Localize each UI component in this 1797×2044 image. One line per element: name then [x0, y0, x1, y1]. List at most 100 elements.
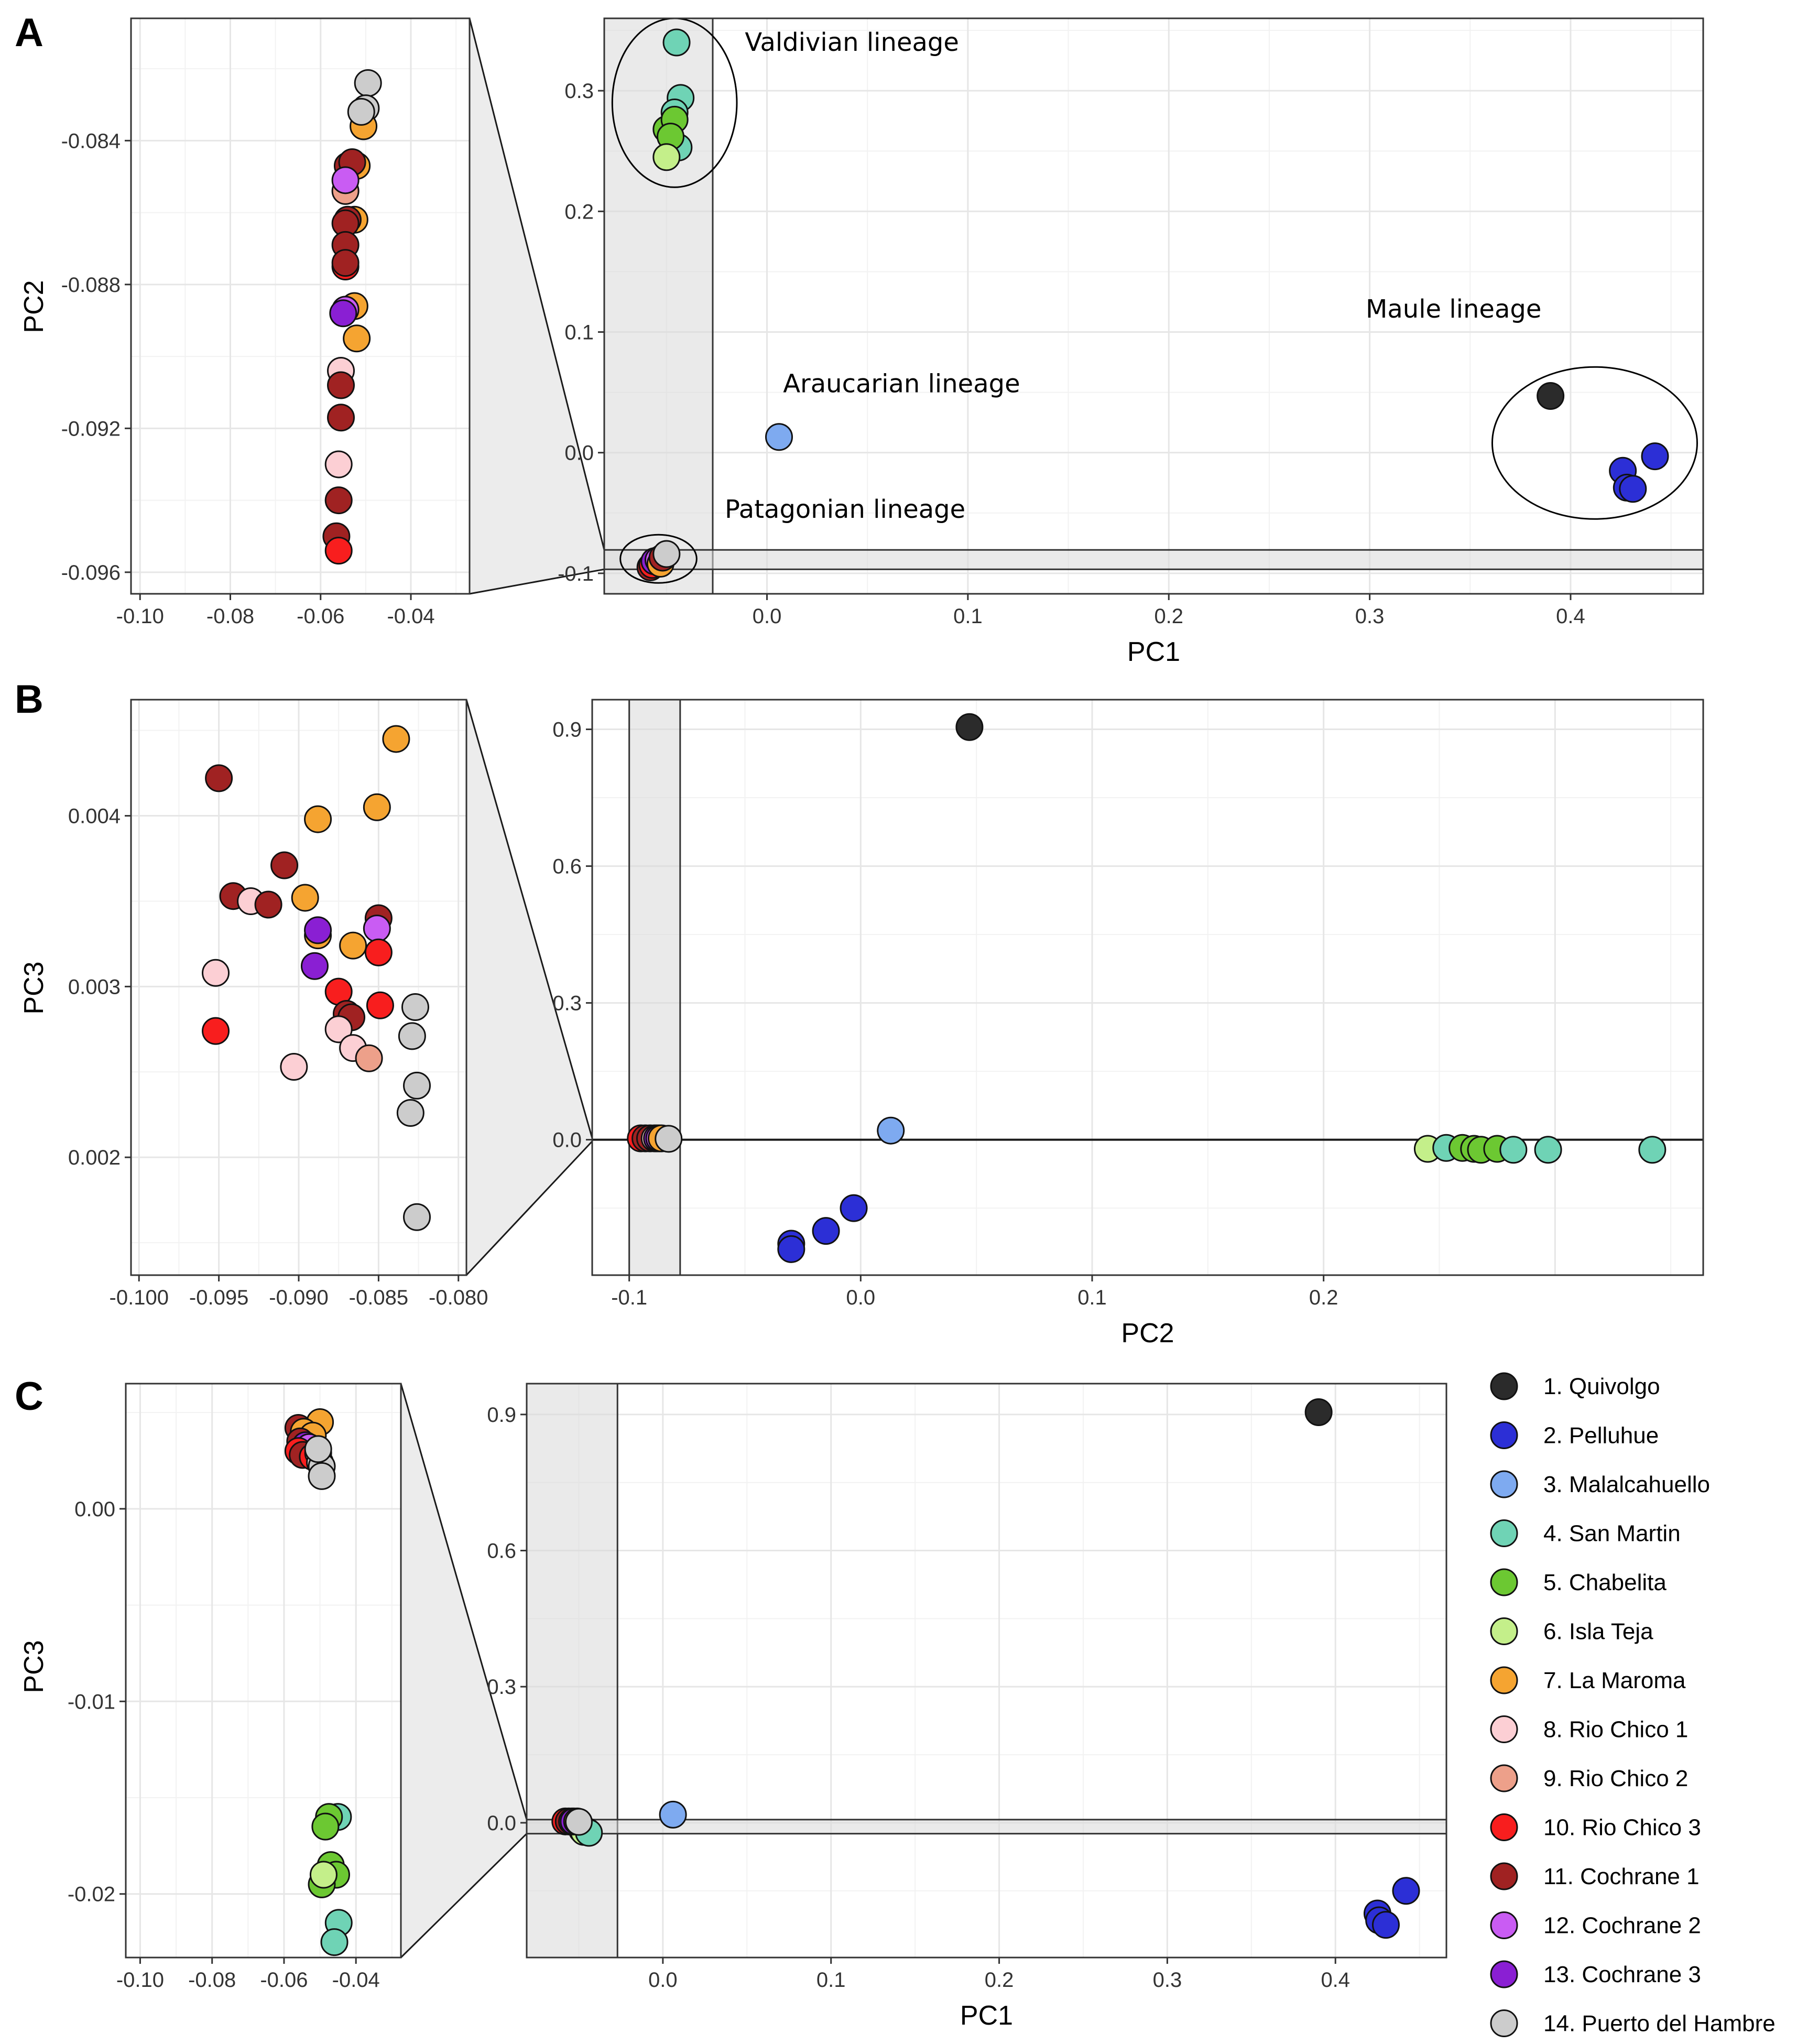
plot-border: [603, 17, 1704, 595]
data-point: [812, 1217, 840, 1245]
x-tick-label: 0.2: [1309, 1286, 1338, 1309]
data-point: [329, 299, 357, 328]
legend-swatch: [1490, 1813, 1518, 1841]
data-point: [304, 1435, 332, 1463]
data-point: [396, 1099, 424, 1127]
plot-panels: -0.10 -0.08 -0.06 -0.04 -0.096 -0.092 -0.088 -0…: [19, 17, 1704, 2031]
y-tick-label: 0.0: [564, 442, 594, 465]
legend-item: 6. Isla Teja: [1490, 1617, 1653, 1645]
panel-b-zoom: -0.100 -0.095 -0.090 -0.085 -0.080 0.002 0.003…: [19, 699, 488, 1309]
legend-swatch: [1490, 1519, 1518, 1547]
data-point: [652, 143, 681, 171]
data-point: [343, 324, 371, 353]
legend-item: 14. Puerto del Hambre: [1490, 2009, 1776, 2037]
zoom-connectors: [400, 18, 605, 1959]
data-point: [652, 540, 681, 568]
legend-item: 5. Chabelita: [1490, 1568, 1667, 1596]
legend-item: 3. Malalcahuello: [1490, 1470, 1710, 1498]
data-point: [270, 851, 299, 879]
plot-background: [592, 700, 1703, 1275]
x-tick-label: -0.08: [188, 1969, 236, 1992]
panel-label-a: A: [15, 10, 43, 55]
y-tick-label: -0.084: [61, 129, 121, 153]
data-point: [1638, 1136, 1667, 1164]
legend-label: 11. Cochrane 1: [1543, 1864, 1700, 1889]
x-tick-label: 0.2: [1154, 605, 1183, 628]
data-point: [564, 1808, 593, 1836]
zoom-connector-line: [465, 1140, 593, 1276]
plot-border: [591, 699, 1704, 1276]
y-tick-label: -0.088: [61, 274, 121, 297]
zoom-highlight-band: [527, 1384, 618, 1958]
zoom-connector-fill: [401, 1384, 527, 1958]
x-tick-label: 0.1: [1077, 1286, 1107, 1309]
data-point: [311, 1812, 340, 1841]
lineage-label: Maule lineage: [1366, 295, 1541, 324]
legend-label: 14. Puerto del Hambre: [1543, 2011, 1776, 2037]
data-point: [291, 884, 319, 912]
x-tick-label: 0.4: [1556, 605, 1585, 628]
legend-item: 9. Rio Chico 2: [1490, 1764, 1688, 1792]
data-point: [662, 28, 691, 57]
plot-background: [527, 1384, 1446, 1958]
y-tick-label: 0.3: [552, 992, 582, 1015]
x-tick-label: -0.06: [260, 1969, 308, 1992]
data-point: [1371, 1911, 1400, 1939]
data-point: [308, 1462, 336, 1490]
data-point: [324, 450, 353, 479]
panel-label-b: B: [15, 677, 43, 722]
legend-swatch: [1490, 2009, 1518, 2037]
legend-item: 7. La Maroma: [1490, 1666, 1686, 1694]
data-point: [1304, 1398, 1333, 1427]
x-tick-label: -0.10: [116, 605, 164, 628]
x-tick-label: -0.090: [269, 1286, 328, 1309]
data-point: [327, 404, 355, 432]
panel-a-zoom: -0.10 -0.08 -0.06 -0.04 -0.096 -0.092 -0.088 -0…: [19, 17, 471, 628]
data-point: [354, 69, 382, 97]
legend-item: 11. Cochrane 1: [1490, 1862, 1700, 1890]
data-point: [364, 938, 393, 966]
x-tick-label: -0.1: [611, 1286, 647, 1309]
zoom-connector-line: [400, 1383, 528, 1820]
data-point: [202, 959, 230, 987]
x-tick-label: -0.100: [110, 1286, 169, 1309]
lineage-label: Patagonian lineage: [725, 495, 965, 524]
plot-background: [126, 1384, 401, 1958]
y-tick-label: -0.01: [68, 1690, 115, 1713]
x-axis-title: PC1: [1127, 637, 1180, 667]
data-point: [1392, 1877, 1420, 1905]
y-tick-label: -0.092: [61, 417, 121, 440]
data-point: [280, 1053, 308, 1081]
data-point: [324, 537, 353, 565]
y-axis-title: PC3: [19, 1640, 49, 1693]
x-tick-label: 0.0: [846, 1286, 876, 1309]
legend-swatch: [1490, 1666, 1518, 1694]
legend-item: 13. Cochrane 3: [1490, 1960, 1701, 1988]
data-point: [254, 890, 282, 919]
data-point: [331, 249, 360, 277]
legend-label: 3. Malalcahuello: [1543, 1472, 1710, 1497]
plot-background: [604, 18, 1703, 594]
legend-label: 1. Quivolgo: [1543, 1374, 1660, 1399]
lineage-ellipse: [619, 534, 698, 584]
data-point: [205, 764, 233, 792]
data-point: [324, 486, 353, 515]
data-point: [659, 1800, 687, 1829]
y-tick-label: 0.1: [564, 321, 594, 344]
x-tick-label: 0.1: [953, 605, 983, 628]
y-tick-label: -0.096: [61, 561, 121, 584]
y-axis-title: PC3: [19, 961, 49, 1014]
legend-label: 13. Cochrane 3: [1543, 1962, 1701, 1987]
y-tick-label: 0.6: [487, 1540, 516, 1563]
legend-label: 9. Rio Chico 2: [1543, 1766, 1688, 1791]
data-point: [840, 1194, 868, 1222]
data-point: [355, 1044, 383, 1072]
data-point: [347, 97, 375, 126]
y-axis-title: PC2: [19, 280, 49, 333]
zoom-connector-line: [465, 699, 593, 1138]
legend-item: 1. Quivolgo: [1490, 1372, 1660, 1400]
y-tick-label: 0.00: [74, 1498, 115, 1521]
zoom-highlight-band: [604, 18, 714, 594]
lineage-label: Araucarian lineage: [783, 369, 1020, 399]
zoom-connector-line: [400, 1833, 528, 1959]
